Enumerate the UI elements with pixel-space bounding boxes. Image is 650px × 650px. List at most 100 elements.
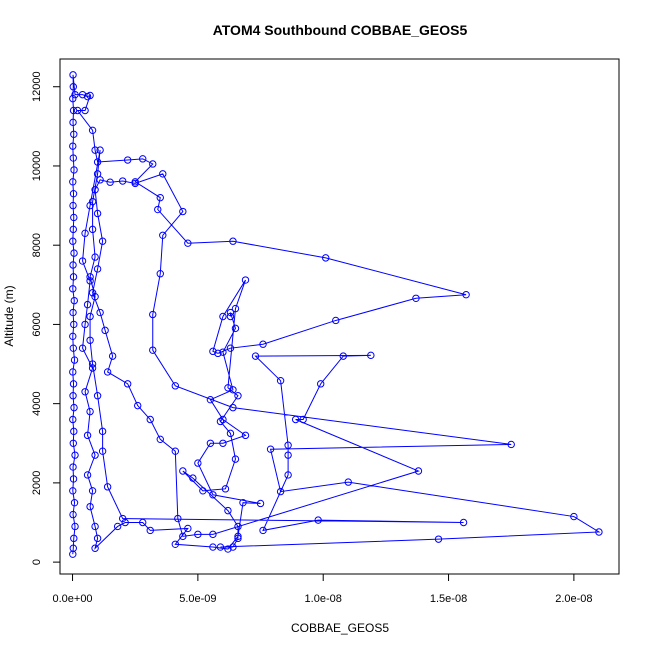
data-point <box>69 142 77 150</box>
data-point <box>69 308 77 317</box>
data-point <box>69 237 77 245</box>
data-point <box>69 368 77 376</box>
data-point <box>239 498 247 507</box>
data-point <box>229 403 237 412</box>
data-point <box>71 90 79 99</box>
x-tick-label: 2.0e-08 <box>555 593 592 605</box>
data-point <box>93 170 102 178</box>
data-point <box>70 213 78 222</box>
data-point <box>83 471 92 479</box>
data-point <box>101 326 109 335</box>
data-point <box>69 415 77 424</box>
data-point <box>96 176 104 184</box>
data-point <box>209 543 217 551</box>
data-point <box>108 352 117 360</box>
data-point <box>118 514 127 523</box>
data-point <box>256 499 265 508</box>
data-point <box>206 395 215 404</box>
data-point <box>88 289 97 297</box>
data-point <box>73 106 82 115</box>
data-point <box>93 392 102 400</box>
x-axis-label: COBBAE_GEOS5 <box>291 621 389 635</box>
data-point <box>69 94 77 103</box>
data-point <box>86 91 94 100</box>
data-point <box>86 336 94 344</box>
data-point <box>231 304 240 313</box>
data-point <box>367 351 375 360</box>
data-point <box>570 512 578 521</box>
data-point <box>69 154 77 162</box>
x-tick-label: 5.0e-09 <box>179 593 216 605</box>
data-point <box>206 439 215 447</box>
data-point <box>219 415 227 424</box>
data-point <box>69 344 77 352</box>
x-tick-label: 1.0e-08 <box>305 593 342 605</box>
data-point <box>226 312 235 321</box>
data-point <box>156 435 164 444</box>
data-point <box>214 349 222 358</box>
data-point <box>91 544 99 552</box>
data-point <box>88 225 97 234</box>
data-point <box>179 207 187 216</box>
data-point <box>69 118 77 127</box>
data-point <box>171 540 180 548</box>
data-point <box>93 209 102 218</box>
data-point <box>229 237 237 245</box>
y-tick-label: 0 <box>31 559 43 565</box>
data-point <box>259 526 267 535</box>
data-point <box>88 360 97 368</box>
data-point <box>149 346 157 354</box>
data-point <box>414 467 423 475</box>
data-point <box>69 261 77 269</box>
data-point <box>78 90 87 99</box>
data-point <box>121 518 129 527</box>
data-point <box>69 178 77 186</box>
data-point <box>83 300 92 309</box>
data-point <box>81 388 89 396</box>
data-point <box>299 415 307 424</box>
data-point <box>159 170 167 178</box>
data-point <box>412 294 420 302</box>
data-point <box>251 352 260 360</box>
data-point <box>86 273 94 281</box>
data-point <box>70 356 79 364</box>
data-point <box>69 332 77 341</box>
data-point <box>86 502 94 511</box>
data-point <box>86 201 94 210</box>
data-point <box>93 265 102 273</box>
data-point <box>69 106 78 115</box>
data-point <box>284 471 292 479</box>
x-axis: 0.0e+00 5.0e-09 1.0e-08 1.5e-08 2.0e-08 <box>52 573 593 605</box>
data-point <box>83 431 92 440</box>
data-point <box>69 83 77 91</box>
data-point <box>88 197 97 206</box>
data-point <box>595 528 603 536</box>
data-point <box>91 186 99 194</box>
data-point <box>93 158 102 166</box>
data-point <box>344 478 352 486</box>
data-point <box>224 506 232 515</box>
data-point <box>229 543 237 551</box>
data-point <box>209 347 217 356</box>
data-point <box>507 440 515 449</box>
data-point <box>339 352 347 360</box>
y-tick-label: 10000 <box>31 151 43 182</box>
data-point <box>219 348 227 356</box>
data-point <box>86 312 94 321</box>
y-tick-label: 8000 <box>31 233 43 257</box>
data-point <box>88 126 97 135</box>
y-tick-label: 4000 <box>31 391 43 415</box>
data-point <box>259 340 267 348</box>
data-point <box>194 459 202 467</box>
data-point <box>71 522 79 531</box>
data-point <box>91 146 99 154</box>
data-point <box>216 543 225 551</box>
data-point <box>209 530 217 539</box>
data-point <box>70 130 78 138</box>
data-point <box>69 439 77 447</box>
data-point <box>81 320 89 329</box>
data-point <box>70 249 78 257</box>
data-point <box>241 431 250 440</box>
data-point <box>314 516 322 524</box>
data-point <box>91 522 99 531</box>
